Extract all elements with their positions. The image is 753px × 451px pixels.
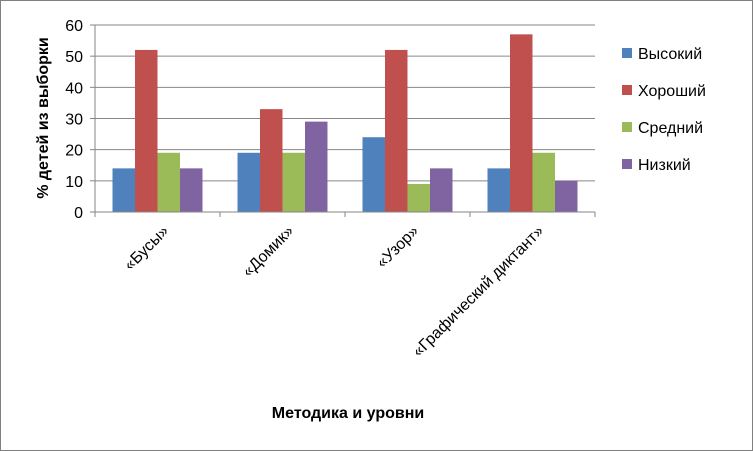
y-tick-label: 30 bbox=[65, 112, 83, 129]
bar bbox=[555, 180, 578, 212]
y-tick-label: 40 bbox=[65, 80, 83, 97]
legend-label: Высокий bbox=[638, 46, 702, 63]
y-tick-label: 60 bbox=[65, 18, 83, 35]
y-tick-label: 20 bbox=[65, 143, 83, 160]
bar bbox=[430, 168, 453, 212]
y-tick-labels: 0 10 20 30 40 50 60 bbox=[65, 18, 95, 222]
bar bbox=[407, 183, 430, 212]
bar bbox=[487, 168, 510, 212]
bar bbox=[532, 152, 555, 212]
legend-swatch bbox=[622, 122, 632, 132]
bars bbox=[112, 34, 578, 212]
legend: Высокий Хороший Средний Низкий bbox=[622, 46, 706, 174]
y-axis-title: % детей из выборки bbox=[35, 37, 52, 199]
bar bbox=[112, 168, 135, 212]
bar bbox=[362, 137, 385, 212]
legend-label: Низкий bbox=[638, 157, 691, 174]
bar bbox=[135, 49, 158, 212]
bar bbox=[157, 152, 180, 212]
bar bbox=[237, 152, 260, 212]
y-tick-label: 50 bbox=[65, 49, 83, 66]
legend-label: Хороший bbox=[638, 83, 706, 100]
legend-swatch bbox=[622, 48, 632, 58]
y-tick-label: 0 bbox=[74, 205, 83, 222]
legend-swatch bbox=[622, 159, 632, 169]
legend-label: Средний bbox=[638, 120, 703, 137]
bar bbox=[510, 34, 533, 212]
bar bbox=[305, 121, 328, 212]
legend-swatch bbox=[622, 85, 632, 95]
x-axis-title: Методика и уровни bbox=[272, 405, 424, 422]
bar bbox=[260, 109, 283, 212]
y-tick-label: 10 bbox=[65, 174, 83, 191]
bar bbox=[385, 49, 408, 212]
bar bbox=[180, 168, 203, 212]
bar bbox=[282, 152, 305, 212]
